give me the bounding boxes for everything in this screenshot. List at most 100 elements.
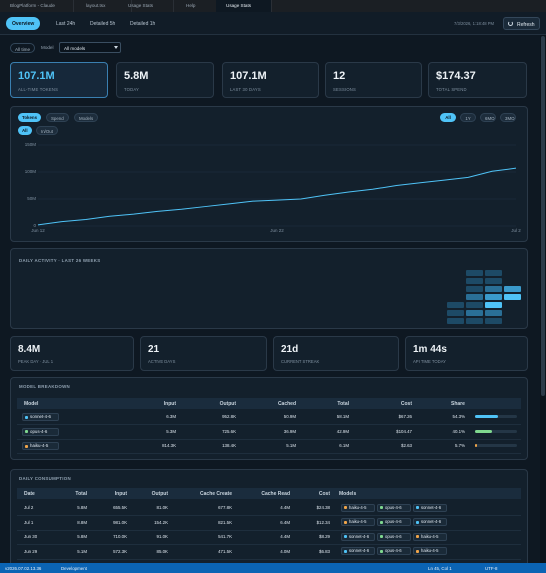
cell: 58.1M <box>336 414 349 419</box>
cell: $6.83 <box>319 548 330 554</box>
timestamp: 7/3/2026, 1:18:48 PM <box>454 21 495 26</box>
stat-label: SESSIONS <box>333 87 357 92</box>
chart-toggle[interactable]: Tokens <box>18 113 42 122</box>
share-bar <box>475 444 478 447</box>
model-chip <box>377 503 411 512</box>
view-toggle[interactable]: All <box>18 126 32 135</box>
model-name: sonnet-4-6 <box>30 414 51 419</box>
activity-cell <box>447 318 464 324</box>
cell: $12.34 <box>316 519 330 525</box>
model-chip <box>377 547 411 555</box>
nav-tab[interactable]: Detailed 5h <box>90 20 116 27</box>
view-toggle[interactable]: In/Out <box>36 126 58 135</box>
activity-cell <box>485 318 502 324</box>
daily-consumption-panel: DAILY CONSUMPTION Date Total Input Output Cac… <box>10 469 528 569</box>
share-track <box>475 429 517 433</box>
model-dot <box>344 535 347 538</box>
model-dot <box>344 506 347 509</box>
chart-toggle[interactable]: Models <box>74 113 99 122</box>
activity-cell <box>485 302 502 308</box>
model-chip <box>22 427 59 436</box>
stat-value: $174.37 <box>436 70 476 82</box>
share-label: 54.3% <box>452 414 465 419</box>
cell: 725.6K <box>222 428 236 434</box>
activity-cell <box>447 302 464 308</box>
scrollbar-thumb[interactable] <box>541 36 545 396</box>
model-chip <box>341 518 375 526</box>
model-dot <box>380 520 383 524</box>
activity-cell <box>504 286 521 292</box>
range-toggle[interactable]: 3MO <box>500 113 516 122</box>
model-name: haiku-4-5 <box>349 504 367 510</box>
model-name: haiku-4-5 <box>349 519 367 525</box>
model-name: opus-4-6 <box>385 504 402 510</box>
cell: $8.29 <box>319 534 330 539</box>
cell: 655.5K <box>113 505 127 510</box>
nav-bar: Overview Last 24h Detailed 5h Detailed 1h 7/… <box>0 12 546 35</box>
model-name: opus-4-6 <box>385 519 402 525</box>
model-chip <box>341 547 375 555</box>
panel-title: DAILY CONSUMPTION <box>19 476 71 481</box>
mini-stat-card: 8.4M PEAK DAY · JUL 1 <box>10 336 134 371</box>
cell: $67.26 <box>398 414 412 419</box>
activity-cell <box>485 294 502 300</box>
environment: Development <box>61 565 87 571</box>
row-divider <box>17 515 521 516</box>
cell: 4.4M <box>280 505 290 510</box>
tab[interactable]: Usage Stats <box>216 0 272 12</box>
model-select[interactable]: All models <box>59 42 121 53</box>
y-tick-label: 150M <box>25 142 37 147</box>
line-chart: 0 50M 100M 150M Jun 12 Jun 22 Jul 2 <box>25 142 522 233</box>
model-dot <box>416 520 419 524</box>
mini-stat-label: ACTIVE DAYS <box>148 359 176 364</box>
cell: 138.4K <box>222 443 236 448</box>
stat-label: ALL-TIME TOKENS <box>18 87 59 92</box>
nav-tab[interactable]: Detailed 1h <box>130 20 156 27</box>
model-dot <box>380 506 383 509</box>
tab[interactable]: layout.tsx <box>76 0 132 12</box>
activity-cell <box>466 310 483 316</box>
x-tick-label: Jun 22 <box>270 228 284 233</box>
share-track <box>475 444 517 447</box>
table-header <box>17 398 521 409</box>
tab[interactable]: BlogPlatform - Claude <box>0 0 74 12</box>
cell: 5.1M <box>77 548 87 554</box>
model-dot <box>25 444 28 448</box>
refresh-button[interactable]: Refresh <box>503 17 540 30</box>
stat-label: TODAY <box>124 87 140 92</box>
range-filter[interactable]: All time <box>10 43 36 53</box>
cell: 541.7K <box>218 534 232 539</box>
activity-cell <box>466 270 483 276</box>
cell: 710.0K <box>113 534 127 539</box>
range-toggle[interactable]: 1Y <box>460 113 476 122</box>
stat-card: 107.1M LAST 30 DAYS <box>222 62 319 98</box>
range-toggle[interactable]: All <box>440 113 456 122</box>
model-name: sonnet-4-6 <box>421 504 442 510</box>
cell: 81.0K <box>156 505 168 510</box>
nav-tab[interactable]: Overview <box>6 17 41 30</box>
chart-toggle[interactable]: Spend <box>46 113 69 122</box>
cell: 85.0K <box>156 548 168 554</box>
cell: Jul 1 <box>24 519 34 525</box>
activity-cell <box>485 310 502 316</box>
nav-tab[interactable]: Last 24h <box>56 20 76 27</box>
share-bar <box>475 415 498 418</box>
range-toggle[interactable]: 6MO <box>480 113 496 122</box>
mini-stat-card: 21 ACTIVE DAYS <box>140 336 267 371</box>
column-header: Output <box>219 401 236 407</box>
cell: Jul 2 <box>24 505 34 510</box>
cell: 5.1M <box>286 443 296 448</box>
activity-cell <box>466 294 483 300</box>
mini-stat-label: PEAK DAY · JUL 1 <box>18 359 54 364</box>
model-label: Model <box>41 45 54 50</box>
activity-cell <box>485 278 502 284</box>
tab[interactable]: Usage Stats <box>118 0 174 12</box>
cell: $24.38 <box>316 505 330 510</box>
activity-cell <box>466 278 483 284</box>
activity-cell <box>466 302 483 308</box>
model-dot <box>416 549 419 553</box>
cell: Jun 29 <box>24 548 38 554</box>
share-bar <box>475 429 492 433</box>
model-dot <box>344 520 347 524</box>
mini-stat-label: CURRENT STREAK <box>281 359 320 364</box>
